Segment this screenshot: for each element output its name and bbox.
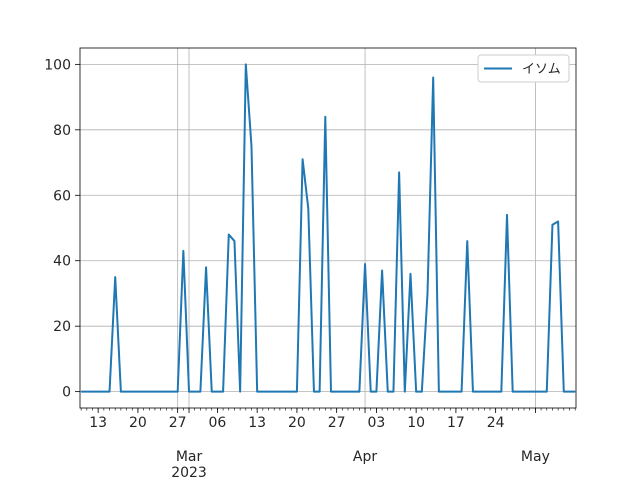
- plot-frame: [79, 47, 577, 409]
- x-tick-label: 17: [447, 415, 465, 431]
- x-tick-label: 06: [209, 415, 227, 431]
- x-tick-label: 27: [328, 415, 346, 431]
- series-line: [81, 63, 576, 393]
- y-tick-label: 100: [44, 57, 71, 73]
- x-tick-label: 2023: [171, 465, 207, 480]
- y-tick-label: 80: [53, 123, 71, 139]
- x-tick-label: Mar: [176, 449, 203, 465]
- legend-box: [477, 54, 570, 83]
- x-tick-label: 13: [248, 415, 266, 431]
- x-tick-label: 13: [89, 415, 107, 431]
- legend: イソム: [477, 54, 570, 83]
- x-tick-label: 03: [367, 415, 385, 431]
- y-tick-label: 0: [62, 385, 71, 401]
- x-tick-label: 10: [407, 415, 425, 431]
- x-tick-label: Apr: [353, 449, 377, 465]
- y-tick-label: 40: [53, 254, 71, 270]
- series-layer: [81, 63, 576, 393]
- x-tick-label: 20: [129, 415, 147, 431]
- y-tick-label: 20: [53, 319, 71, 335]
- x-tick-label: 27: [169, 415, 187, 431]
- x-tick-label: 20: [288, 415, 306, 431]
- y-tick-label: 60: [53, 188, 71, 204]
- x-tick-label: 24: [487, 415, 505, 431]
- legend-label: イソム: [522, 62, 561, 77]
- x-tick-label: May: [521, 449, 550, 465]
